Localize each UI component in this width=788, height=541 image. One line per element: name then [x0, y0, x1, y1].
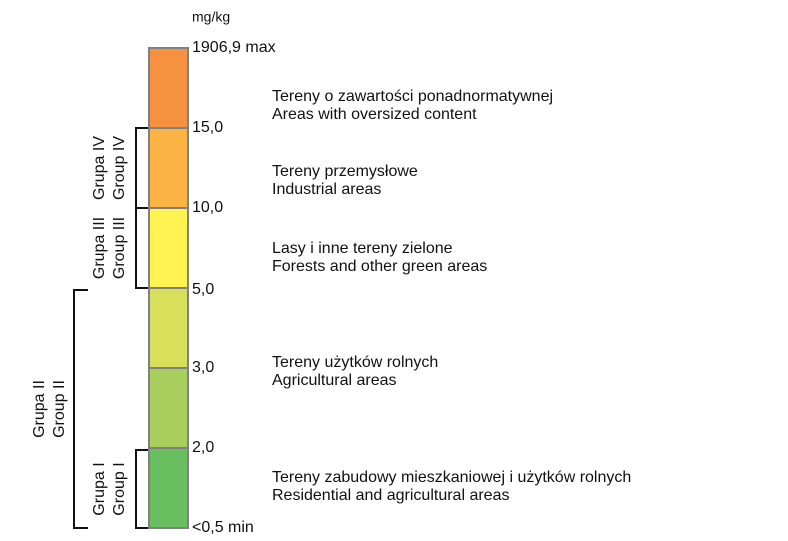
- group-label: Group IV: [111, 136, 128, 200]
- class-description: Tereny zabudowy mieszkaniowej i użytków …: [272, 469, 631, 486]
- class-description: Tereny użytków rolnych: [272, 354, 438, 371]
- class-description: Industrial areas: [272, 181, 381, 198]
- boundary-label: 15,0: [192, 119, 223, 136]
- group-bracket: [135, 449, 148, 529]
- group-label: Group III: [111, 217, 128, 279]
- class-description: Forests and other green areas: [272, 258, 487, 275]
- class-description: Agricultural areas: [272, 372, 397, 389]
- group-bracket: [135, 127, 148, 209]
- group-bracket: [73, 289, 88, 529]
- group-label: Group II: [51, 380, 68, 438]
- group-label: Grupa II: [31, 380, 48, 438]
- class-description: Tereny o zawartości ponadnormatywnej: [272, 88, 553, 105]
- group-bracket: [135, 207, 148, 289]
- color-segment: [148, 447, 189, 529]
- boundary-label: 2,0: [192, 439, 214, 456]
- color-segment: [148, 367, 189, 449]
- boundary-label: <0,5 min: [192, 519, 254, 536]
- group-label: Grupa IV: [91, 136, 108, 200]
- boundary-label: 5,0: [192, 281, 214, 298]
- color-segment: [148, 207, 189, 289]
- boundary-label: 10,0: [192, 199, 223, 216]
- class-description: Lasy i inne tereny zielone: [272, 240, 453, 257]
- color-segment: [148, 127, 189, 209]
- class-description: Tereny przemysłowe: [272, 163, 418, 180]
- class-description: Residential and agricultural areas: [272, 487, 509, 504]
- class-description: Areas with oversized content: [272, 106, 477, 123]
- boundary-label: 3,0: [192, 359, 214, 376]
- color-segment: [148, 287, 189, 369]
- group-label: Group I: [111, 462, 128, 515]
- group-label: Grupa I: [91, 462, 108, 515]
- group-label: Grupa III: [91, 217, 108, 279]
- boundary-label: 1906,9 max: [192, 39, 276, 56]
- color-segment: [148, 47, 189, 129]
- unit-label: mg/kg: [192, 9, 230, 25]
